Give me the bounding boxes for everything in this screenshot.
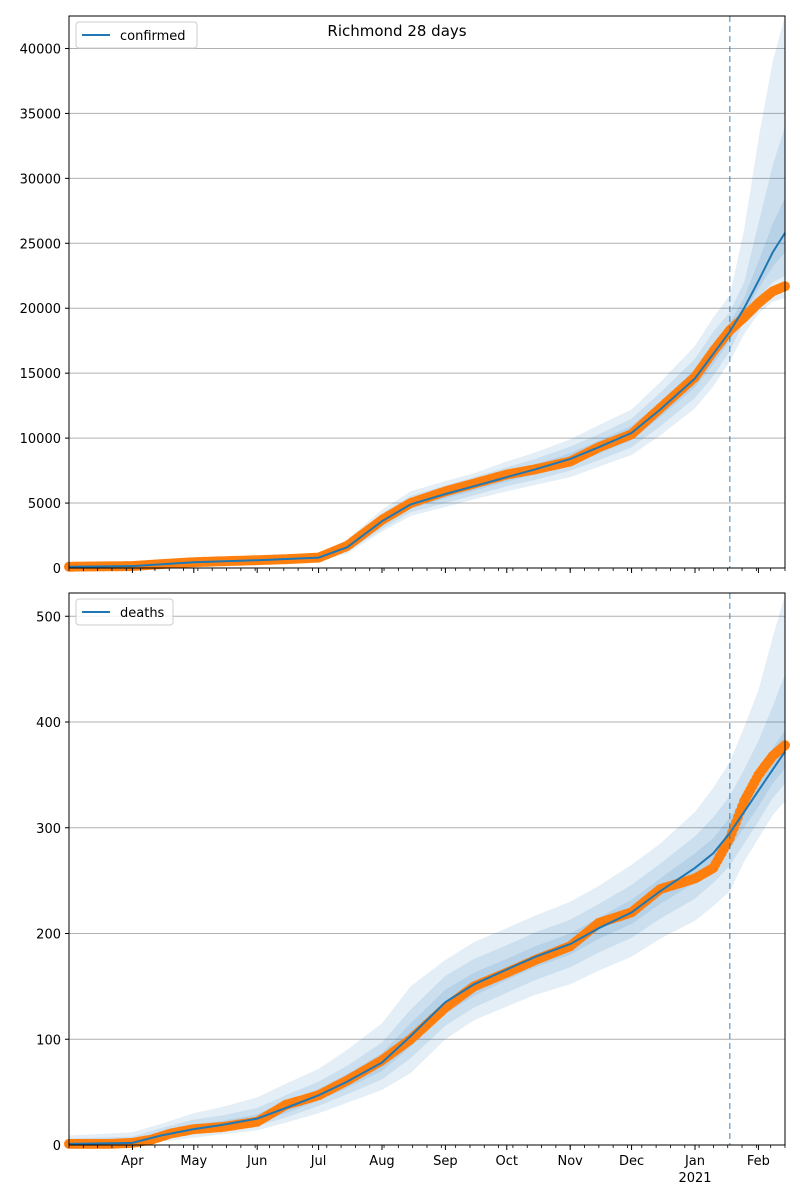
legend-box [75, 21, 198, 49]
x-year-label: 2021 [678, 1171, 711, 1186]
x-tick-label: Apr [121, 1154, 144, 1169]
confidence-band-outer [69, 16, 785, 568]
legend-box [75, 598, 174, 626]
x-tick-label: Aug [369, 1154, 394, 1169]
confidence-band-outer [69, 595, 785, 1145]
y-tick-label: 100 [36, 1033, 61, 1048]
y-tick-label: 35000 [20, 107, 61, 122]
chart-title: Richmond 28 days [327, 22, 466, 40]
y-tick-label: 10000 [20, 432, 61, 447]
y-tick-label: 0 [53, 562, 61, 577]
y-tick-label: 400 [36, 716, 61, 731]
y-tick-label: 5000 [28, 497, 61, 512]
x-tick-label: Nov [558, 1154, 584, 1169]
y-tick-label: 30000 [20, 172, 61, 187]
x-tick-label: Jul [310, 1154, 327, 1169]
y-tick-label: 40000 [20, 42, 61, 57]
confidence-band-inner [69, 730, 785, 1145]
confirmed-panel: 0 5000 10000 15000 20000 25000 30000 35000 40000… [20, 15, 790, 577]
x-tick-label: Sep [433, 1154, 458, 1169]
y-tick-label: 20000 [20, 302, 61, 317]
x-tick-label: Oct [496, 1154, 518, 1169]
y-tick-label: 300 [36, 822, 61, 837]
confidence-band-middle [69, 126, 785, 568]
x-tick-label: Dec [619, 1154, 644, 1169]
x-tick-label: Feb [747, 1154, 770, 1169]
y-tick-label: 500 [36, 610, 61, 625]
model-line [68, 751, 786, 1145]
y-tick-label: 0 [53, 1139, 61, 1154]
axes-frame [68, 15, 786, 569]
deaths-panel: 0 100 200 300 400 500 Apr May Jun Jul Aug Sep Oct Nov… [36, 592, 790, 1186]
y-tick-label: 15000 [20, 367, 61, 382]
legend: deaths [75, 598, 174, 626]
model-line [68, 232, 786, 568]
x-tick-label: May [180, 1154, 207, 1169]
x-tick-label: Jun [246, 1154, 267, 1169]
x-tick-label: Jan [684, 1154, 705, 1169]
y-tick-label: 200 [36, 928, 61, 943]
y-tick-label: 25000 [20, 237, 61, 252]
legend-label: confirmed [120, 29, 186, 44]
legend: confirmed [75, 21, 198, 49]
legend-label: deaths [120, 606, 165, 621]
